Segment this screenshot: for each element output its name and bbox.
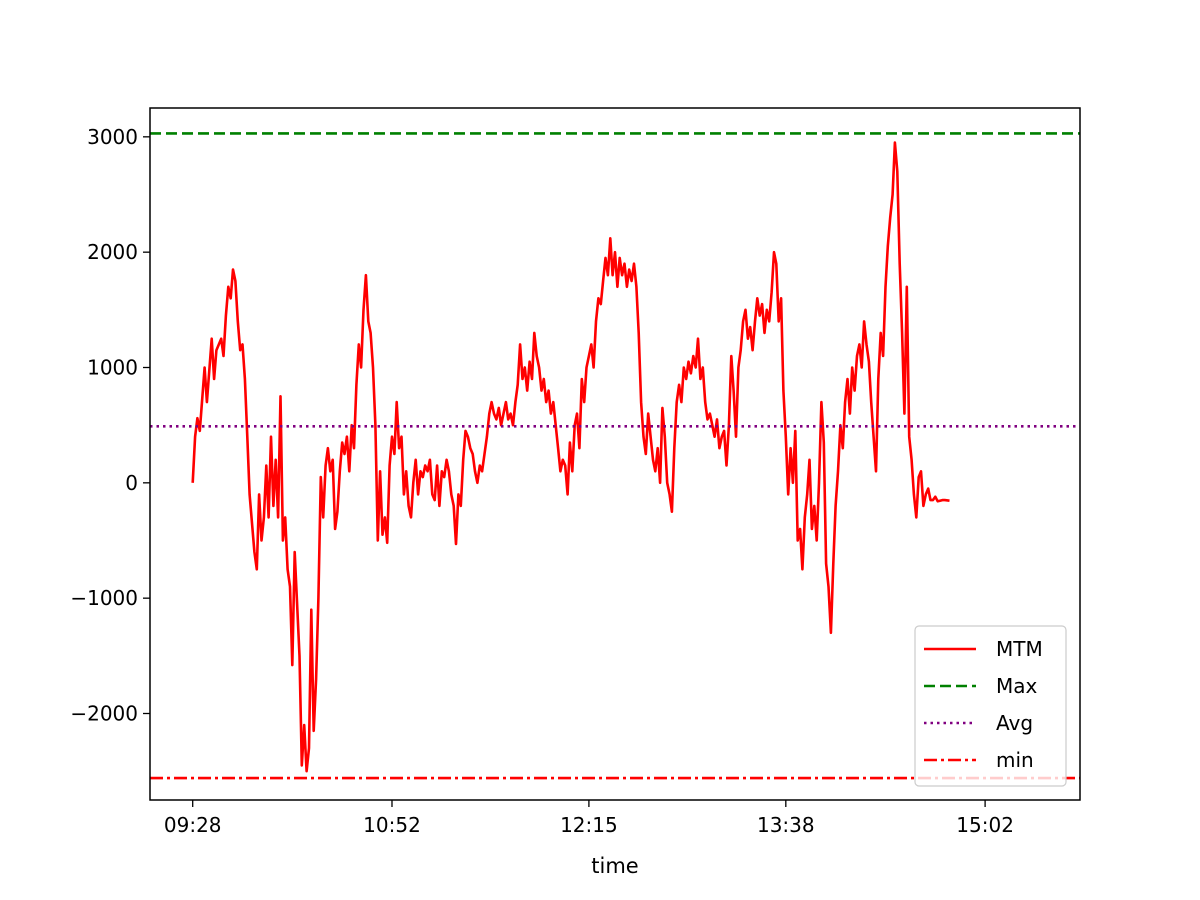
- x-axis-label: time: [591, 854, 638, 878]
- y-tick-label: 3000: [87, 125, 138, 149]
- y-axis-ticks: 3000 2000 1000 0 −1000 −2000: [70, 125, 150, 726]
- x-tick-label: 09:28: [164, 813, 222, 837]
- y-tick-label: −2000: [70, 702, 138, 726]
- legend-label-min: min: [996, 748, 1034, 772]
- x-axis-ticks: 09:28 10:52 12:15 13:38 15:02: [164, 800, 1014, 837]
- y-tick-label: 0: [125, 471, 138, 495]
- legend-label-mtm: MTM: [996, 637, 1043, 661]
- y-tick-label: −1000: [70, 586, 138, 610]
- series-line-mtm: [191, 141, 950, 773]
- axes-frame: [149, 107, 1081, 801]
- x-tick-label: 15:02: [956, 813, 1014, 837]
- x-tick-label: 10:52: [363, 813, 421, 837]
- y-tick-label: 2000: [87, 240, 138, 264]
- x-tick-label: 12:15: [560, 813, 618, 837]
- legend-label-max: Max: [996, 674, 1038, 698]
- legend: MTM Max Avg min: [914, 625, 1067, 787]
- legend-box: [914, 625, 1067, 787]
- legend-label-avg: Avg: [996, 711, 1033, 735]
- y-tick-label: 1000: [87, 356, 138, 380]
- x-tick-label: 13:38: [757, 813, 815, 837]
